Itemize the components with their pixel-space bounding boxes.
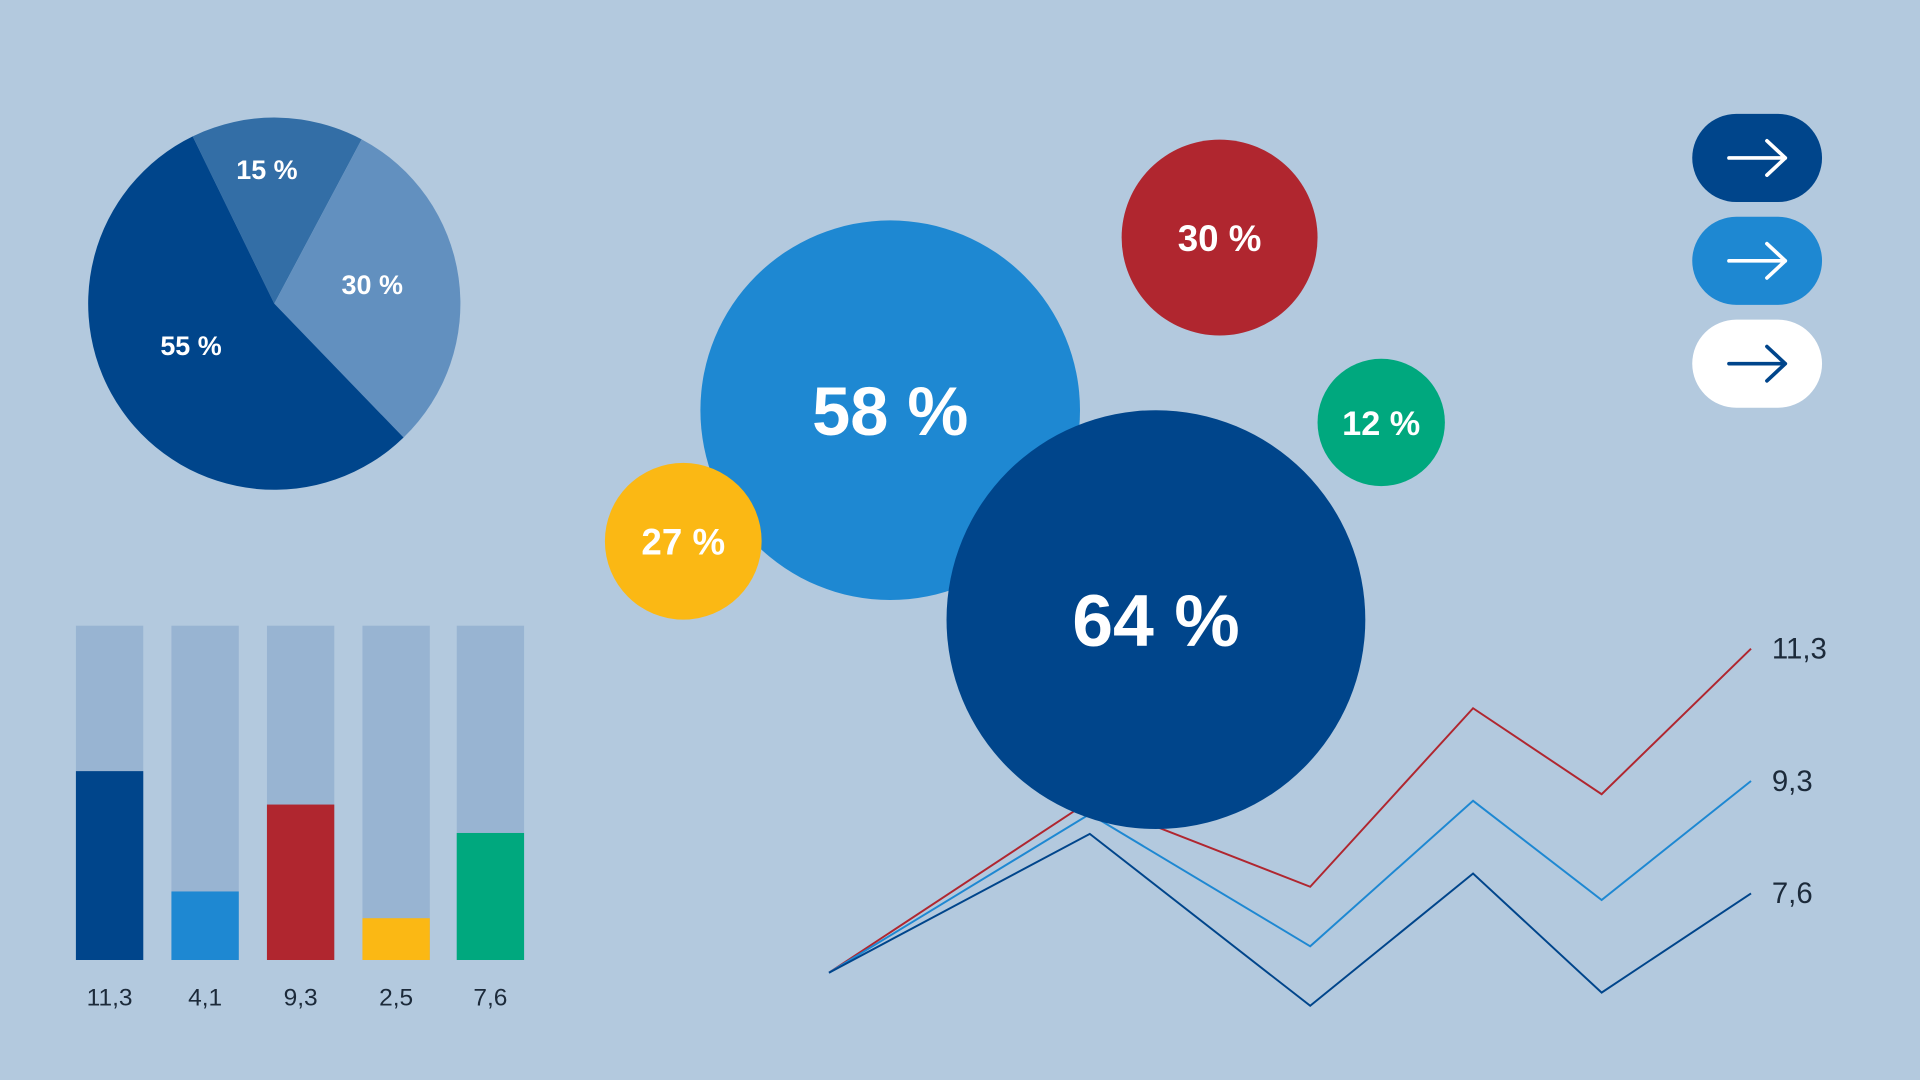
bubble (1121, 139, 1318, 336)
arrow-right-icon (1727, 138, 1788, 177)
bubble-label: 27 % (641, 521, 725, 562)
arrow-right-icon (1727, 344, 1788, 383)
arrow-button-group (1692, 113, 1823, 408)
bar (266, 804, 335, 960)
bubble-chart: 58 % 27 % 30 % 12 % 64 % (604, 139, 1445, 829)
line-series (828, 780, 1752, 974)
pie-slice-label: 55 % (160, 331, 221, 361)
bar (362, 918, 430, 960)
pie-chart: 15 % 30 % 55 % (88, 117, 461, 490)
line-end-label: 9,3 (1772, 765, 1813, 798)
bar (171, 891, 239, 960)
bar-label: 2,5 (379, 984, 413, 1011)
bubble-label: 30 % (1178, 218, 1262, 259)
pie-slice (192, 117, 362, 304)
bar-track (362, 625, 430, 960)
line-series (828, 648, 1752, 974)
pie-slice-label: 30 % (342, 270, 403, 300)
bubble (1317, 358, 1445, 487)
bar-chart: 11,3 4,1 9,3 2,5 7,6 (75, 625, 525, 1011)
bar-label: 4,1 (188, 984, 222, 1011)
bar (75, 771, 144, 960)
line-series (828, 832, 1752, 1008)
arrow-button[interactable] (1692, 216, 1823, 305)
bubble (946, 410, 1366, 829)
bar-label: 11,3 (87, 984, 133, 1011)
pie-slice-label: 15 % (236, 155, 297, 185)
bubble (604, 462, 762, 620)
bubble-label: 12 % (1342, 405, 1420, 443)
arrow-button[interactable] (1692, 113, 1823, 203)
line-end-label: 11,3 (1772, 633, 1827, 666)
bubble-label: 58 % (812, 373, 968, 450)
line-end-label: 7,6 (1772, 877, 1813, 910)
bar-label: 9,3 (284, 984, 318, 1011)
pie-slice (274, 139, 461, 438)
bar-label: 7,6 (473, 984, 507, 1011)
arrow-button[interactable] (1692, 319, 1823, 408)
pie-slice (88, 136, 404, 490)
line-chart: 11,3 9,3 7,6 (828, 633, 1827, 1008)
bubble-label: 64 % (1072, 579, 1239, 662)
arrow-right-icon (1727, 241, 1788, 280)
bar (456, 832, 525, 960)
